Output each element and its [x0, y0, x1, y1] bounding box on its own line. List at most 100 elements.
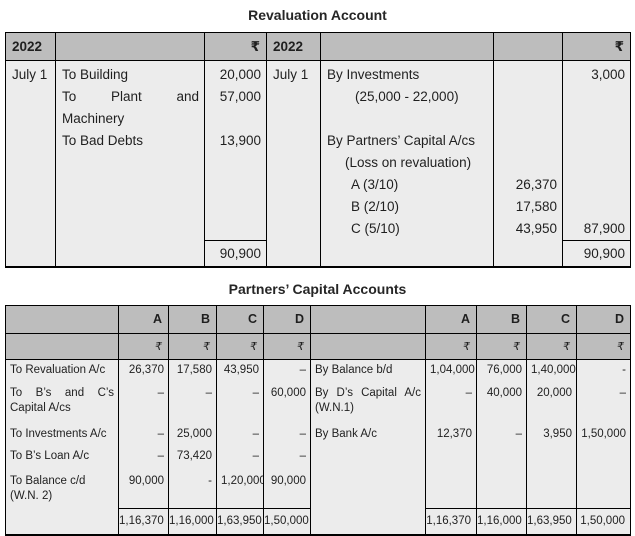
credit-c: [527, 468, 577, 508]
credit-particulars: By Balance b/d: [311, 359, 426, 383]
rupee-header: ₹: [169, 333, 217, 359]
debit-amount: 20,000: [205, 64, 266, 86]
revaluation-total-row: 90,900 90,900: [6, 241, 631, 267]
partner-c-header: C: [527, 305, 577, 333]
credit-amount: 87,900: [563, 218, 630, 240]
credit-amount: [563, 130, 630, 152]
debit-a: –: [119, 383, 169, 424]
rupee-header: ₹: [217, 333, 264, 359]
credit-amount: [563, 152, 630, 174]
credit-total-b: 1,16,000: [477, 508, 527, 535]
credit-a: –: [426, 383, 477, 424]
debit-particulars: To Balance c/d (W.N. 2): [6, 468, 119, 508]
partner-b-header: B: [477, 305, 527, 333]
credit-d: [577, 468, 631, 508]
partner-d-header: D: [264, 305, 311, 333]
debit-total-d: 1,50,000: [264, 508, 311, 535]
debit-entry: To Plant and: [56, 86, 204, 108]
debit-c: –: [217, 383, 264, 424]
debit-d: –: [264, 424, 311, 446]
debit-particulars: To Revaluation A/c: [6, 359, 119, 383]
capital-row: To Balance c/d (W.N. 2) 90,000 - 1,20,00…: [6, 468, 631, 508]
credit-date: July 1: [267, 64, 320, 86]
credit-d: 1,50,000: [577, 424, 631, 446]
credit-b: 40,000: [477, 383, 527, 424]
debit-a: 26,370: [119, 359, 169, 383]
debit-b: -: [169, 468, 217, 508]
credit-particulars-cell: By Investments (25,000 - 22,000) By Part…: [321, 61, 494, 241]
capital-row: To Revaluation A/c 26,370 17,580 43,950 …: [6, 359, 631, 383]
credit-c: 1,40,000: [527, 359, 577, 383]
credit-a: 12,370: [426, 424, 477, 446]
debit-d: 90,000: [264, 468, 311, 508]
credit-particulars: [311, 446, 426, 468]
credit-entry: (Loss on revaluation): [321, 152, 493, 174]
empty-cell: [267, 241, 321, 267]
credit-particulars-header: [321, 33, 494, 61]
rupee-header: ₹: [426, 333, 477, 359]
credit-d: -: [577, 359, 631, 383]
debit-particulars-cell: To Building To Plant and Machinery To Ba…: [56, 61, 205, 241]
debit-date-cell: July 1: [6, 61, 56, 241]
partner-a-header: A: [119, 305, 169, 333]
rupee-header: ₹: [577, 333, 631, 359]
capital-partner-header-row: A B C D A B C D: [6, 305, 631, 333]
credit-subamount: 17,580: [494, 196, 562, 218]
credit-entry: B (2/10): [321, 196, 493, 218]
debit-c: 1,20,000: [217, 468, 264, 508]
credit-particulars-header: [311, 305, 426, 333]
debit-date: July 1: [6, 64, 55, 86]
empty-cell: [6, 333, 119, 359]
credit-particulars: By D’s Capital A/c (W.N.1): [311, 383, 426, 424]
credit-subamount: [494, 64, 562, 86]
debit-d: –: [264, 359, 311, 383]
credit-b: –: [477, 424, 527, 446]
empty-cell: [56, 241, 205, 267]
credit-entry: By Partners’ Capital A/cs: [321, 130, 493, 152]
debit-total: 90,900: [205, 241, 267, 267]
empty-cell: [6, 508, 119, 535]
credit-total-a: 1,16,370: [426, 508, 477, 535]
debit-b: 17,580: [169, 359, 217, 383]
debit-entry: To Bad Debts: [56, 130, 204, 152]
empty-cell: [6, 241, 56, 267]
capital-total-row: 1,16,370 1,16,000 1,63,950 1,50,000 1,16…: [6, 508, 631, 535]
rupee-header: ₹: [264, 333, 311, 359]
debit-b: 73,420: [169, 446, 217, 468]
credit-amount: [563, 174, 630, 196]
credit-entry: [321, 108, 493, 130]
credit-c: 20,000: [527, 383, 577, 424]
credit-amount: [563, 86, 630, 108]
debit-total-c: 1,63,950: [217, 508, 264, 535]
debit-amount: [205, 108, 266, 130]
debit-total-b: 1,16,000: [169, 508, 217, 535]
revaluation-header-row: 2022 ₹ 2022 ₹: [6, 33, 631, 61]
credit-subamount: 26,370: [494, 174, 562, 196]
credit-rupee-header: ₹: [563, 33, 631, 61]
credit-amount: 3,000: [563, 64, 630, 86]
rupee-header: ₹: [477, 333, 527, 359]
credit-b: 76,000: [477, 359, 527, 383]
credit-b: [477, 468, 527, 508]
debit-particulars-header: [6, 305, 119, 333]
debit-c: 43,950: [217, 359, 264, 383]
partner-a-header: A: [426, 305, 477, 333]
debit-entry: Machinery: [56, 108, 204, 130]
credit-d: [577, 446, 631, 468]
credit-d: –: [577, 383, 631, 424]
capital-row: To Investments A/c – 25,000 – – By Bank …: [6, 424, 631, 446]
partner-b-header: B: [169, 305, 217, 333]
credit-total-c: 1,63,950: [527, 508, 577, 535]
rupee-header: ₹: [119, 333, 169, 359]
debit-particulars: To B’s Loan A/c: [6, 446, 119, 468]
credit-particulars: [311, 468, 426, 508]
credit-entry: By Investments: [321, 64, 493, 86]
capital-accounts-title: Partners’ Capital Accounts: [0, 281, 635, 297]
debit-a: –: [119, 446, 169, 468]
debit-d: –: [264, 446, 311, 468]
debit-entry: To Building: [56, 64, 204, 86]
credit-entry: C (5/10): [321, 218, 493, 240]
debit-amount: 57,000: [205, 86, 266, 108]
revaluation-body-row: July 1 To Building To Plant and Machiner…: [6, 61, 631, 241]
